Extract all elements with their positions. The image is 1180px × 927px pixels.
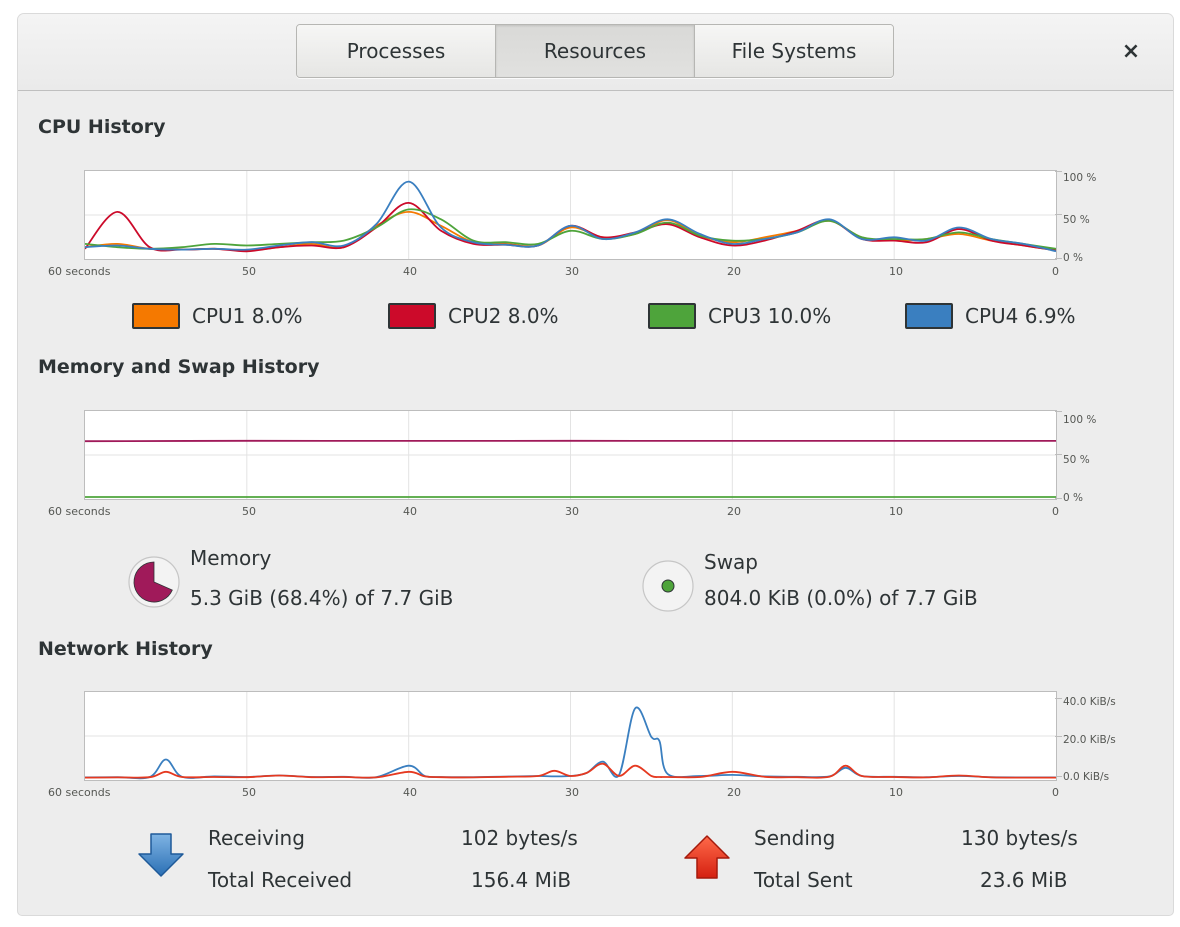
network-history-title: Network History — [38, 638, 213, 660]
memory-usage-pie[interactable] — [126, 554, 182, 610]
memory-xlabel-0: 0 — [1052, 505, 1059, 518]
cpu3-color-swatch[interactable] — [648, 303, 696, 329]
cpu-chart-svg — [85, 171, 1056, 259]
close-button[interactable]: × — [1121, 38, 1141, 64]
cpu4-legend[interactable]: CPU4 6.9% — [905, 303, 1076, 329]
memory-xlabel-50: 50 — [242, 505, 256, 518]
cpu-xlabel-20: 20 — [727, 265, 741, 278]
network-xlabel-50: 50 — [242, 786, 256, 799]
cpu-ylabel-50: 50 % — [1063, 214, 1090, 226]
memory-xlabel-30: 30 — [565, 505, 579, 518]
total-sent-label: Total Sent — [754, 868, 853, 892]
receiving-label: Receiving — [208, 826, 305, 850]
cpu2-name: CPU2 — [448, 304, 502, 328]
swap-label: Swap — [704, 550, 759, 574]
cpu2-value: 8.0% — [507, 304, 559, 328]
network-xlabel-20: 20 — [727, 786, 741, 799]
cpu1-color-swatch[interactable] — [132, 303, 180, 329]
memory-ylabel-50: 50 % — [1063, 454, 1090, 466]
cpu-ylabel-0: 0 % — [1063, 252, 1083, 264]
network-xlabel-10: 10 — [889, 786, 903, 799]
total-received-value: 156.4 MiB — [471, 868, 572, 892]
cpu-history-graph — [84, 170, 1057, 260]
cpu2-legend[interactable]: CPU2 8.0% — [388, 303, 559, 329]
cpu-ylabel-100: 100 % — [1063, 172, 1097, 184]
cpu-xlabel-60: 60 seconds — [48, 265, 111, 278]
cpu4-name: CPU4 — [965, 304, 1019, 328]
memory-ylabel-100: 100 % — [1063, 414, 1097, 426]
network-ylabel-20: 20.0 KiB/s — [1063, 734, 1116, 746]
total-sent-value: 23.6 MiB — [980, 868, 1068, 892]
cpu-history-title: CPU History — [38, 116, 166, 138]
memory-value: 5.3 GiB (68.4%) of 7.7 GiB — [190, 586, 454, 610]
memory-xlabel-10: 10 — [889, 505, 903, 518]
network-xlabel-60: 60 seconds — [48, 786, 111, 799]
system-monitor-window: Processes Resources File Systems × CPU H… — [18, 14, 1173, 915]
memory-history-graph — [84, 410, 1057, 500]
cpu-xlabel-30: 30 — [565, 265, 579, 278]
cpu3-legend[interactable]: CPU3 10.0% — [648, 303, 831, 329]
network-xlabel-30: 30 — [565, 786, 579, 799]
total-received-label: Total Received — [208, 868, 353, 892]
memory-history-title: Memory and Swap History — [38, 356, 320, 378]
cpu1-name: CPU1 — [192, 304, 246, 328]
memory-xlabel-60: 60 seconds — [48, 505, 111, 518]
cpu-xlabel-0: 0 — [1052, 265, 1059, 278]
sending-series-line — [85, 762, 1056, 779]
tab-processes[interactable]: Processes — [297, 25, 496, 77]
tab-file-systems[interactable]: File Systems — [695, 25, 893, 77]
tab-resources[interactable]: Resources — [496, 25, 695, 77]
cpu3-name: CPU3 — [708, 304, 762, 328]
memory-ylabel-0: 0 % — [1063, 492, 1083, 504]
cpu-xlabel-40: 40 — [403, 265, 417, 278]
cpu3-value: 10.0% — [767, 304, 832, 328]
memory-pie-slice — [133, 561, 173, 603]
network-ylabel-40: 40.0 KiB/s — [1063, 696, 1116, 708]
swap-pie-marker — [661, 579, 675, 593]
memory-label: Memory — [190, 546, 272, 570]
receiving-rate: 102 bytes/s — [461, 826, 578, 850]
cpu4-series-line — [85, 180, 1056, 253]
header-bar: Processes Resources File Systems × — [18, 14, 1173, 91]
sending-label: Sending — [754, 826, 836, 850]
cpu-xlabel-10: 10 — [889, 265, 903, 278]
sending-arrow-icon[interactable] — [682, 834, 732, 880]
memory-xlabel-40: 40 — [403, 505, 417, 518]
cpu3-series-line — [85, 208, 1056, 250]
network-chart-svg — [85, 692, 1056, 780]
network-history-graph — [84, 691, 1057, 781]
sending-rate: 130 bytes/s — [961, 826, 1078, 850]
receiving-arrow-icon[interactable] — [136, 832, 186, 878]
network-xlabel-40: 40 — [403, 786, 417, 799]
cpu2-color-swatch[interactable] — [388, 303, 436, 329]
swap-usage-pie[interactable] — [640, 558, 696, 614]
view-switcher: Processes Resources File Systems — [296, 24, 894, 78]
memory-chart-svg — [85, 411, 1056, 499]
network-xlabel-0: 0 — [1052, 786, 1059, 799]
network-ylabel-0: 0.0 KiB/s — [1063, 771, 1110, 783]
cpu1-legend[interactable]: CPU1 8.0% — [132, 303, 303, 329]
cpu1-value: 8.0% — [251, 304, 303, 328]
memory-xlabel-20: 20 — [727, 505, 741, 518]
swap-value: 804.0 KiB (0.0%) of 7.7 GiB — [704, 586, 978, 610]
cpu-xlabel-50: 50 — [242, 265, 256, 278]
cpu4-color-swatch[interactable] — [905, 303, 953, 329]
cpu4-value: 6.9% — [1024, 304, 1076, 328]
